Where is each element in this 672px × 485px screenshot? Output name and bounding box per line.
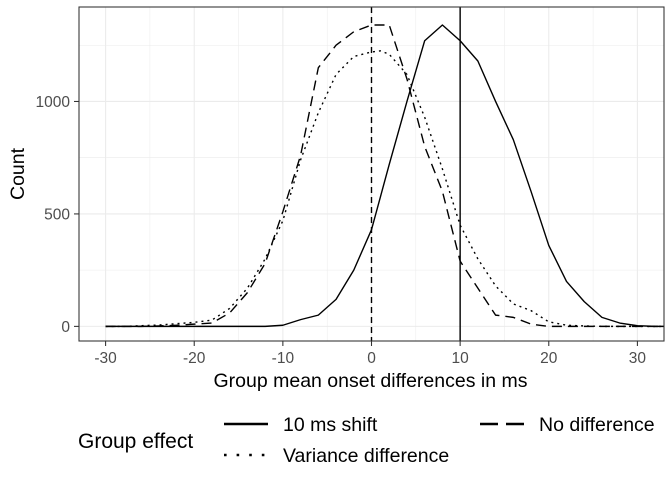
reference-lines <box>370 7 461 341</box>
x-tick-label: 10 <box>452 350 470 367</box>
x-axis-title: Group mean onset differences in ms <box>214 370 528 392</box>
y-axis-ticks: 0 500 1000 <box>36 94 79 336</box>
legend-item: 10 ms shift <box>224 414 378 436</box>
x-tick-label: -20 <box>183 350 206 367</box>
series-lines <box>105 24 664 328</box>
y-tick-label: 500 <box>44 206 70 223</box>
legend: Group effect 10 ms shift Variance differe… <box>78 414 655 467</box>
y-tick-label: 1000 <box>36 94 71 111</box>
legend-label: Variance difference <box>283 445 449 467</box>
legend-item: Variance difference <box>224 445 449 467</box>
y-tick-label: 0 <box>61 319 70 336</box>
series-line-solid <box>105 24 664 328</box>
legend-label: 10 ms shift <box>283 414 378 436</box>
legend-label: No difference <box>539 414 655 436</box>
series-line-dotted <box>105 50 664 328</box>
legend-items: 10 ms shift Variance difference No differe… <box>224 414 655 467</box>
legend-item: No difference <box>480 414 655 436</box>
x-tick-label: 20 <box>540 350 558 367</box>
legend-title: Group effect <box>78 430 193 453</box>
x-axis-ticks: -30 -20 -10 0 10 20 30 <box>94 341 646 367</box>
x-tick-label: -30 <box>94 350 117 367</box>
x-tick-label: 0 <box>367 350 376 367</box>
x-tick-label: -10 <box>272 350 295 367</box>
x-tick-label: 30 <box>629 350 647 367</box>
y-axis-title: Count <box>7 147 29 200</box>
